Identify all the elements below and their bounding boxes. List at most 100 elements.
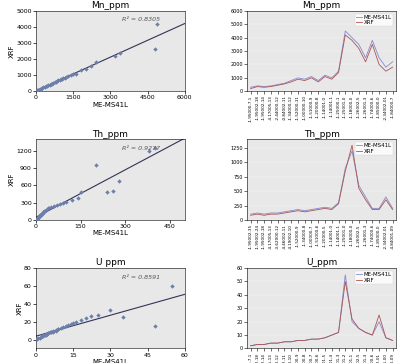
Point [92,162,99,168]
ME-MS41L [323,73,328,77]
Point [55,326,62,332]
Point [35,215,41,220]
ME-MS41L [282,81,287,85]
XRF [255,85,260,89]
ME-MS41L [370,333,375,337]
XRF [329,77,334,81]
Point [40,332,47,338]
XRF [316,207,321,212]
XRF [268,212,273,216]
XRF [255,212,260,216]
Point [33,217,40,223]
XRF [275,212,280,216]
XRF [268,341,273,345]
Point [54,78,60,84]
ME-MS41L [323,335,328,340]
Point [43,207,50,212]
XRF [262,85,266,89]
XRF [255,342,260,347]
XRF [377,313,382,317]
ME-MS41L [275,82,280,87]
ME-MS41L [336,330,341,335]
Point [78,68,84,73]
ME-MS41L [282,340,287,344]
Text: R² = 0.8591: R² = 0.8591 [122,274,160,280]
ME-MS41L [309,337,314,341]
Point [39,333,45,339]
XRF [356,46,361,50]
Point [152,145,158,151]
XRF [248,213,253,217]
XRF [248,86,253,91]
Point [65,322,72,328]
Point [40,333,47,339]
Point [43,332,49,338]
ME-MS41L [323,205,328,209]
Point [34,216,41,222]
ME-MS41L [343,273,348,277]
ME-MS41L [255,342,260,347]
ME-MS41L [255,211,260,215]
ME-MS41L [316,206,321,211]
XRF [370,333,375,337]
Text: R² = 0.8305: R² = 0.8305 [122,17,160,23]
ME-MS41L [343,166,348,170]
ME-MS41L [336,200,341,205]
Point [36,335,43,340]
Point [43,83,49,89]
XRF [323,335,328,340]
XRF [336,70,341,75]
Point [60,200,66,205]
Point [169,283,176,289]
XRF [336,201,341,206]
ME-MS41L [363,330,368,335]
ME-MS41L [268,211,273,215]
ME-MS41L [316,337,321,341]
Point [110,188,116,194]
XRF [370,207,375,212]
ME-MS41L [370,38,375,42]
XRF [350,38,354,42]
ME-MS41L [289,340,294,344]
XRF [329,207,334,212]
XRF [390,207,395,212]
ME-MS41L [275,341,280,345]
Point [54,202,60,208]
XRF [309,208,314,213]
XRF [370,42,375,46]
XRF [316,80,321,84]
Point [59,76,65,82]
Point [74,195,81,201]
ME-MS41L [356,183,361,188]
XRF [268,85,273,89]
XRF [289,340,294,344]
Point [57,201,63,207]
XRF [316,337,321,341]
XRF [262,342,266,347]
Point [44,331,50,337]
ME-MS41L [289,78,294,83]
XRF [363,330,368,335]
XRF [275,341,280,345]
Point [55,77,62,83]
ME-MS41L [377,206,382,211]
XRF [289,80,294,84]
ME-MS41L [329,206,334,211]
Point [35,335,42,340]
X-axis label: ME-MS41L: ME-MS41L [92,231,128,236]
Point [42,332,48,338]
Point [53,327,59,333]
ME-MS41L [356,326,361,331]
Point [48,204,54,210]
ME-MS41L [384,65,388,69]
Point [107,307,114,313]
Point [34,215,41,221]
ME-MS41L [316,78,321,83]
XRF [323,206,328,211]
Point [62,74,69,80]
Point [154,21,161,26]
Point [82,66,89,72]
ME-MS41L [289,208,294,213]
Point [44,83,50,89]
XRF [323,74,328,79]
